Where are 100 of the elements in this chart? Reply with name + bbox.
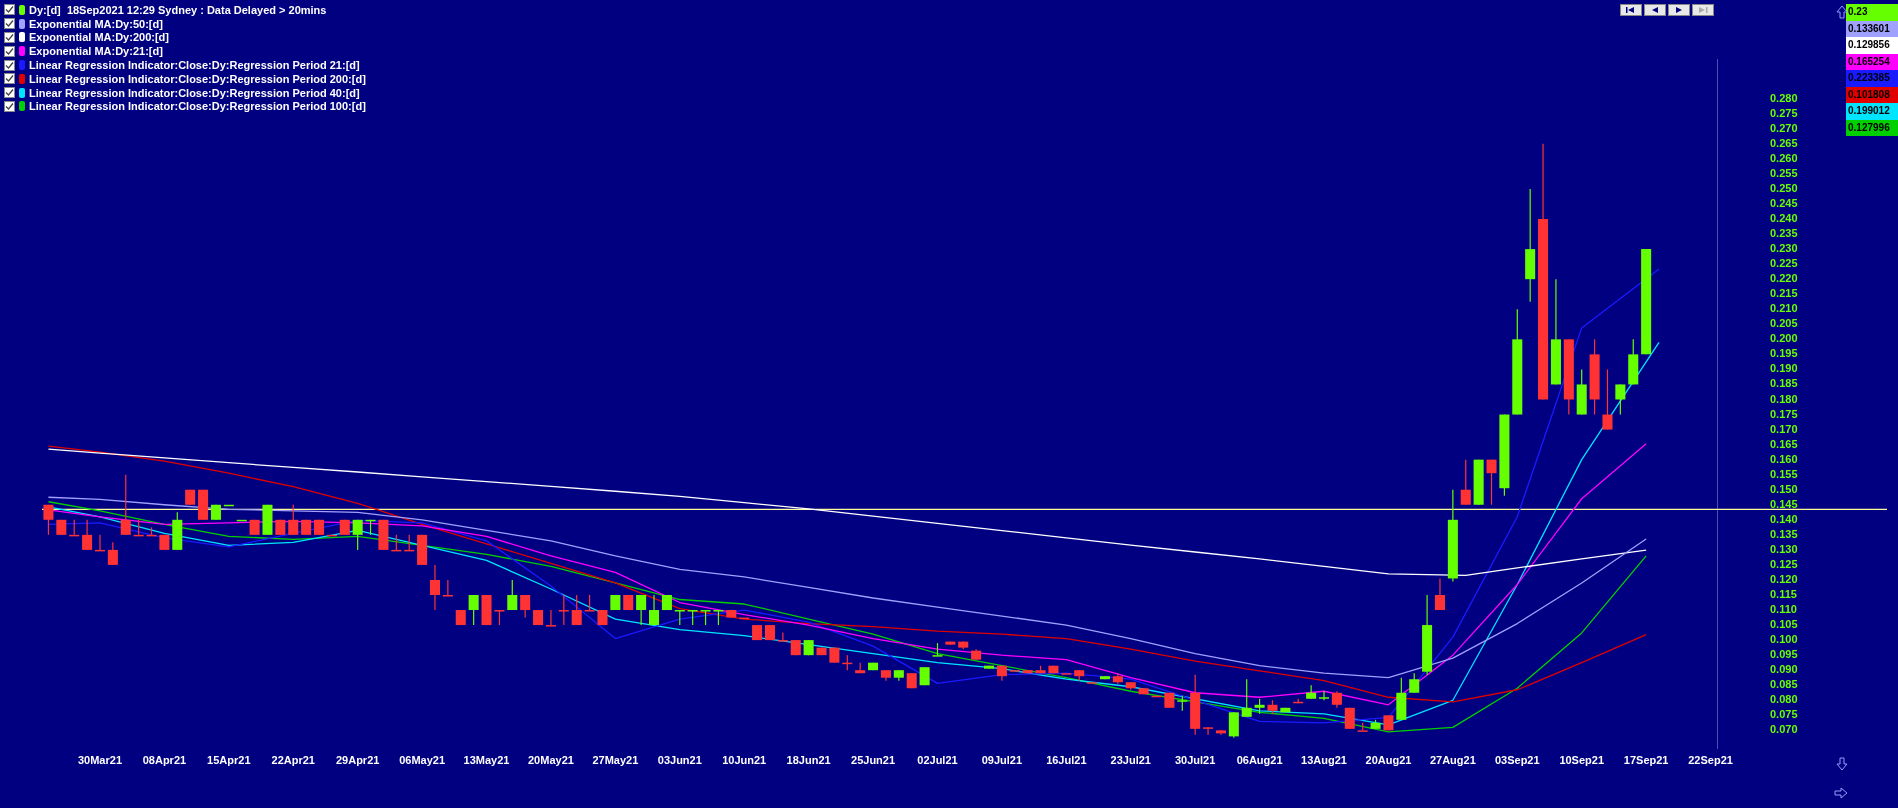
- y-tick-label: 0.175: [1770, 407, 1798, 420]
- y-tick-label: 0.090: [1770, 663, 1798, 676]
- x-tick-label: 22Apr21: [271, 754, 315, 767]
- x-tick-label: 16Jul21: [1046, 754, 1087, 767]
- legend-label: Linear Regression Indicator:Close:Dy:Regression Period 21:[d]: [29, 59, 360, 72]
- y-tick-label: 0.280: [1770, 91, 1798, 104]
- candlestick: [1602, 368, 1613, 431]
- text: 0.129856: [1846, 37, 1898, 54]
- text: 0.223385: [1846, 70, 1898, 87]
- x-tick-label: 29Apr21: [335, 754, 380, 767]
- candlestick: [507, 579, 518, 611]
- y-tick-label: 0.105: [1770, 618, 1798, 631]
- y-tick-label: 0.215: [1770, 287, 1798, 300]
- y-tick-label: 0.260: [1770, 151, 1798, 164]
- candlestick: [1306, 684, 1317, 700]
- candlestick: [520, 594, 531, 619]
- y-tick-label: 0.080: [1770, 693, 1798, 706]
- x-tick-label: 23Jul21: [1110, 754, 1151, 767]
- y-tick-label: 0.195: [1770, 347, 1798, 360]
- y-tick-label: 0.125: [1770, 557, 1798, 570]
- candlestick: [468, 594, 479, 626]
- x-tick-label: 03Jun21: [657, 754, 702, 767]
- text: 0.101808: [1846, 86, 1898, 103]
- y-tick-label: 0.170: [1770, 422, 1798, 435]
- y-tick-label: 0.160: [1770, 452, 1798, 465]
- candlestick: [571, 594, 582, 626]
- y-tick-label: 0.235: [1770, 227, 1798, 240]
- y-tick-label: 0.070: [1770, 723, 1798, 736]
- x-tick-label: 06Aug21: [1236, 754, 1283, 767]
- x-tick-label: 20May21: [528, 754, 574, 767]
- x-tick-label: 13May21: [463, 754, 510, 767]
- x-tick-label: 06May21: [399, 754, 446, 767]
- y-tick-label: 0.110: [1770, 603, 1797, 616]
- candlestick: [1460, 459, 1471, 506]
- x-tick-label: 15Apr21: [207, 754, 251, 767]
- candlestick: [636, 594, 647, 626]
- legend-label: Exponential MA:Dy:50:[d]: [29, 17, 163, 30]
- text: 0.133601: [1846, 20, 1898, 37]
- candlestick: [82, 519, 93, 551]
- y-tick-label: 0.275: [1770, 106, 1798, 119]
- y-tick-label: 0.135: [1770, 527, 1798, 540]
- x-tick-label: 27May21: [592, 754, 639, 767]
- y-tick-label: 0.075: [1770, 708, 1798, 721]
- candlestick: [288, 504, 299, 536]
- y-tick-label: 0.240: [1770, 212, 1798, 225]
- y-tick-label: 0.190: [1770, 362, 1798, 375]
- legend-label: Linear Regression Indicator:Close:Dy:Regression Period 200:[d]: [29, 72, 366, 85]
- y-tick-label: 0.115: [1770, 588, 1797, 601]
- x-tick-label: 08Apr21: [142, 754, 187, 767]
- candlestick: [1615, 383, 1626, 416]
- y-tick-label: 0.155: [1770, 467, 1798, 480]
- y-tick-label: 0.085: [1770, 678, 1798, 691]
- y-tick-label: 0.185: [1770, 377, 1798, 390]
- legend-label: Exponential MA:Dy:21:[d]: [29, 45, 163, 58]
- y-tick-label: 0.200: [1770, 332, 1798, 345]
- candlestick: [558, 594, 569, 626]
- x-tick-label: 09Jul21: [981, 754, 1023, 767]
- x-tick-label: 10Jun21: [722, 754, 767, 767]
- candlestick: [107, 541, 118, 566]
- x-tick-label: 02Jul21: [917, 754, 958, 767]
- candlestick: [648, 594, 660, 626]
- y-tick-label: 0.165: [1770, 437, 1798, 450]
- y-tick-label: 0.255: [1770, 166, 1798, 179]
- x-tick-label: 18Jun21: [786, 754, 831, 767]
- text: 0.127996: [1846, 119, 1898, 136]
- candlestick: [545, 609, 556, 627]
- candlestick: [1434, 577, 1446, 611]
- x-tick-label: 17Sep21: [1623, 754, 1669, 767]
- y-tick-label: 0.140: [1770, 512, 1798, 525]
- x-tick-label: 22Sep21: [1688, 754, 1733, 767]
- y-tick-label: 0.150: [1770, 482, 1798, 495]
- x-tick-label: 30Mar21: [77, 754, 122, 767]
- candlestick: [429, 564, 441, 611]
- candlestick: [777, 632, 788, 642]
- chart-title: Dy:[d] 18Sep2021 12:29 Sydney : Data Delayed > 20mins: [29, 3, 327, 16]
- y-tick-label: 0.265: [1770, 136, 1798, 149]
- candlestick: [1203, 726, 1214, 736]
- candlestick: [1318, 690, 1330, 701]
- y-tick-label: 0.130: [1770, 542, 1798, 555]
- y-tick-label: 0.205: [1770, 317, 1798, 330]
- y-tick-label: 0.225: [1770, 257, 1798, 270]
- y-tick-label: 0.180: [1770, 392, 1798, 405]
- y-tick-label: 0.095: [1770, 648, 1798, 661]
- x-tick-label: 20Aug21: [1365, 754, 1412, 767]
- y-tick-label: 0.270: [1770, 121, 1798, 134]
- legend-label: Linear Regression Indicator:Close:Dy:Regression Period 40:[d]: [29, 86, 360, 99]
- y-tick-label: 0.220: [1770, 272, 1798, 285]
- candlestick: [120, 474, 131, 536]
- y-tick-label: 0.145: [1770, 497, 1798, 510]
- y-tick-label: 0.250: [1770, 181, 1798, 194]
- y-tick-label: 0.230: [1770, 242, 1798, 255]
- x-tick-label: 27Aug21: [1429, 754, 1476, 767]
- text: 0.23: [1846, 4, 1898, 21]
- x-tick-label: 03Sep21: [1494, 754, 1540, 767]
- candlestick: [43, 504, 54, 536]
- y-tick-label: 0.100: [1770, 633, 1798, 646]
- text: 0.165254: [1846, 53, 1898, 70]
- text: 0.199012: [1846, 103, 1898, 120]
- x-tick-label: 13Aug21: [1301, 754, 1347, 767]
- candlestick: [1486, 459, 1497, 506]
